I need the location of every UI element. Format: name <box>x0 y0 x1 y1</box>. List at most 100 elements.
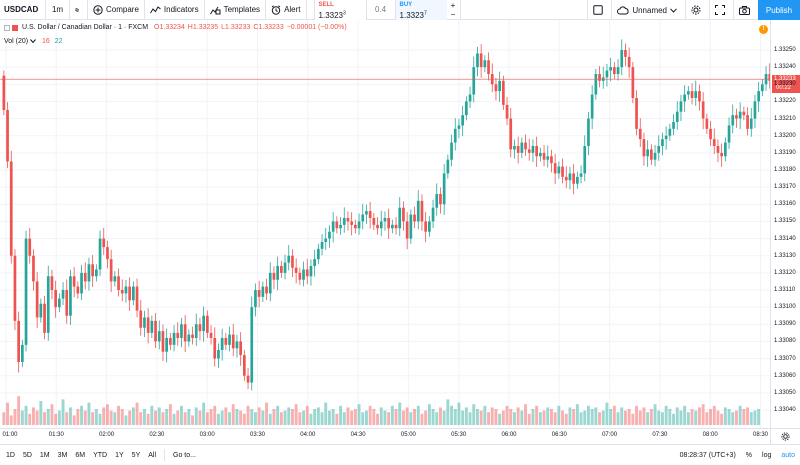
candle-body <box>265 286 268 294</box>
hide-toggle[interactable] <box>4 24 10 31</box>
indicators-button[interactable]: Indicators <box>145 0 205 20</box>
candle-body <box>761 84 764 92</box>
clock-timezone[interactable]: 08:28:37 (UTC+3) <box>679 452 736 459</box>
candle-body <box>246 375 250 383</box>
price-scale[interactable]: 1.33233 00:22 1.33250 1.33240 1.33230 1.332… <box>770 20 800 428</box>
volume-legend[interactable]: Vol (20) 16 22 <box>4 38 63 45</box>
volume-bar <box>735 410 738 425</box>
spread-value: 0.4 <box>374 5 387 14</box>
volume-bar <box>398 402 402 425</box>
volume-bar <box>705 412 709 425</box>
candle-body <box>664 135 668 140</box>
increase-button[interactable]: + <box>450 0 456 10</box>
candle-body <box>294 267 298 273</box>
candle-body <box>228 334 231 345</box>
candle-body <box>579 173 583 177</box>
volume-bar <box>542 410 546 425</box>
range-button-all[interactable]: All <box>148 451 157 459</box>
symbol-search[interactable]: USDCAD <box>0 0 46 20</box>
time-scale[interactable]: 01:00 01:30 02:00 02:30 03:00 03:30 04:00 04:30… <box>0 428 770 444</box>
candle-body <box>187 334 191 342</box>
candle-body <box>661 139 664 146</box>
range-button-6m[interactable]: 6M <box>75 451 86 459</box>
candle-body <box>146 317 150 333</box>
range-button-1y[interactable]: 1Y <box>115 451 124 459</box>
candle-body <box>735 115 738 119</box>
candle-body <box>76 286 80 294</box>
volume-bar <box>583 410 587 425</box>
candle-body <box>250 307 254 383</box>
candle-body <box>450 142 453 160</box>
price-tick: 1.33200 <box>774 132 796 139</box>
candle-body <box>768 74 770 81</box>
volume-bar <box>487 412 490 425</box>
volume-bar <box>43 412 46 425</box>
volume-bar <box>649 409 653 425</box>
scale-settings-button[interactable] <box>770 428 800 444</box>
volume-bar <box>653 404 657 425</box>
candle-body <box>420 200 424 222</box>
price-tick: 1.33130 <box>774 252 796 259</box>
volume-bar <box>324 402 328 425</box>
range-button-ytd[interactable]: YTD <box>93 451 108 459</box>
volume-bar <box>161 412 165 425</box>
candle-body <box>150 320 154 333</box>
candle-body <box>35 281 39 318</box>
volume-bar <box>731 412 735 425</box>
candle-body <box>505 104 509 119</box>
candle-body <box>402 207 405 222</box>
chart-type-button[interactable] <box>70 0 88 20</box>
percent-toggle[interactable]: % <box>745 452 753 459</box>
layout-toggle[interactable] <box>587 0 611 20</box>
volume-bar <box>631 413 635 425</box>
volume-bar <box>265 402 268 425</box>
candle-body <box>409 214 413 239</box>
volume-bar <box>194 407 198 425</box>
candle-body <box>531 146 535 153</box>
candle-body <box>405 221 409 239</box>
sell-button[interactable]: SELL 1.33233 <box>314 0 367 20</box>
alert-button[interactable]: Alert <box>266 0 307 20</box>
goto-button[interactable]: Go to... <box>173 451 196 459</box>
price-chart[interactable] <box>0 20 770 428</box>
fullscreen-button[interactable] <box>709 0 733 20</box>
quantity-stepper[interactable]: + − <box>447 0 461 20</box>
decrease-button[interactable]: − <box>450 9 456 19</box>
range-button-1m[interactable]: 1M <box>39 451 50 459</box>
volume-bar <box>516 407 520 425</box>
buy-button[interactable]: BUY 1.33237 <box>394 0 447 21</box>
compare-button[interactable]: Compare <box>88 0 145 20</box>
candle-body <box>738 111 742 119</box>
bottom-toolbar: 1D 5D 1M 3M 6M YTD 1Y 5Y All Go to... 08:28:37 (… <box>0 444 800 465</box>
templates-button[interactable]: Templates <box>205 0 267 20</box>
layout-name-button[interactable]: Unnamed <box>611 0 685 20</box>
current-price-label: 1.33233 <box>772 74 800 84</box>
volume-bar <box>313 409 317 425</box>
time-tick: 03:00 <box>199 432 215 438</box>
price-tick: 1.33240 <box>774 64 796 71</box>
price-tick: 1.33250 <box>774 47 796 53</box>
snapshot-button[interactable] <box>733 0 758 20</box>
buy-price: 1.33237 <box>399 10 427 21</box>
candle-body <box>398 207 402 229</box>
range-button-5d[interactable]: 5D <box>22 451 32 459</box>
volume-bar <box>527 413 531 425</box>
range-button-5y[interactable]: 5Y <box>131 451 141 459</box>
range-button-1d[interactable]: 1D <box>6 451 15 459</box>
candle-body <box>483 60 487 68</box>
candle-body <box>324 238 328 242</box>
volume-bar <box>202 402 206 425</box>
interval-button[interactable]: 1m <box>46 0 70 20</box>
publish-button[interactable]: Publish <box>758 0 800 20</box>
auto-toggle[interactable]: auto <box>781 452 795 459</box>
volume-bar <box>627 409 631 425</box>
volume-bar <box>575 404 579 425</box>
range-button-3m[interactable]: 3M <box>57 451 68 459</box>
candle-body <box>753 101 757 119</box>
candle-body <box>128 286 131 301</box>
volume-bar <box>20 410 24 425</box>
settings-button[interactable] <box>685 0 709 20</box>
warning-icon[interactable]: ! <box>759 25 768 34</box>
log-toggle[interactable]: log <box>762 452 772 459</box>
volume-bar <box>98 413 102 425</box>
